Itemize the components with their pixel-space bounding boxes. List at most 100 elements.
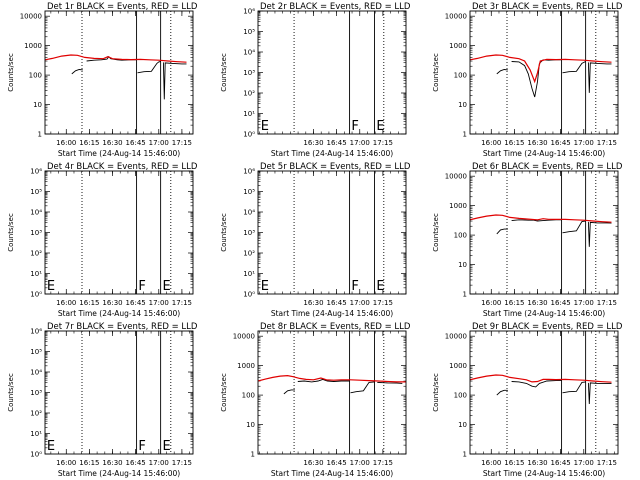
event-marker-label: E [47, 439, 55, 454]
x-tick-label: 16:45 [126, 459, 146, 467]
y-tick-label: 10¹ [243, 270, 255, 278]
y-tick-label: 10⁶ [243, 8, 255, 16]
x-tick-label: 16:15 [504, 459, 524, 467]
x-tick-label: 16:15 [79, 299, 99, 307]
black-events-line [511, 59, 562, 98]
y-tick-label: 10¹ [243, 110, 255, 118]
series-group [470, 54, 612, 98]
x-axis-label: Start Time (24-Aug-14 15:46:00) [483, 469, 605, 478]
black-events-line [496, 69, 508, 75]
x-tick-label: 16:00 [481, 139, 501, 147]
chart-title: Det 5r BLACK = Events, RED = LLD [260, 162, 411, 172]
y-tick-label: 100 [242, 392, 255, 400]
y-tick-label: 1000 [24, 42, 42, 50]
y-tick-label: 1 [463, 451, 467, 459]
event-marker-label: E [376, 119, 384, 134]
plot-frame [257, 170, 407, 295]
x-tick-label: 16:45 [327, 459, 347, 467]
black-events-line [137, 61, 161, 74]
plot-frame [44, 330, 194, 455]
y-tick-label: 10 [458, 421, 467, 429]
x-tick-label: 17:15 [373, 139, 393, 147]
plot-frame [469, 330, 619, 455]
series-group [45, 54, 187, 100]
x-tick-label: 16:45 [551, 459, 571, 467]
x-tick-label: 17:15 [597, 139, 617, 147]
x-tick-label: 16:45 [551, 299, 571, 307]
y-tick-label: 10¹ [30, 270, 42, 278]
x-tick-label: 17:15 [172, 139, 192, 147]
black-events-line [587, 62, 612, 93]
x-tick-label: 16:00 [56, 459, 76, 467]
y-tick-label: 10² [30, 250, 42, 258]
y-tick-label: 10⁰ [30, 451, 42, 459]
x-tick-label: 17:15 [597, 299, 617, 307]
y-tick-label: 10² [243, 250, 255, 258]
black-events-line [496, 389, 508, 396]
y-tick-label: 10⁵ [30, 188, 42, 196]
x-tick-label: 16:15 [79, 459, 99, 467]
y-tick-label: 10⁶ [30, 168, 42, 176]
black-events-line [562, 61, 586, 74]
x-tick-label: 17:00 [574, 139, 594, 147]
y-tick-label: 10 [458, 101, 467, 109]
x-tick-label: 16:30 [303, 299, 323, 307]
x-axis-label: Start Time (24-Aug-14 15:46:00) [58, 309, 180, 318]
black-events-line [511, 380, 562, 388]
black-events-line [587, 221, 612, 247]
series-group [258, 374, 406, 395]
x-tick-label: 16:00 [56, 139, 76, 147]
y-tick-label: 10 [458, 261, 467, 269]
y-tick-label: 10³ [30, 389, 42, 397]
x-tick-label: 17:15 [597, 459, 617, 467]
chart-title: Det 9r BLACK = Events, RED = LLD [472, 322, 623, 332]
x-axis-label: Start Time (24-Aug-14 15:46:00) [271, 469, 393, 478]
y-axis-label: Counts/sec [432, 373, 440, 412]
y-tick-label: 10⁶ [243, 168, 255, 176]
plot-frame [257, 10, 407, 135]
x-tick-label: 16:00 [481, 299, 501, 307]
x-tick-label: 16:15 [504, 139, 524, 147]
x-tick-label: 16:15 [79, 139, 99, 147]
black-events-line [283, 389, 295, 395]
chart-panel-5: Det 5r BLACK = Events, RED = LLD Counts/s… [220, 162, 411, 318]
y-axis-label: Counts/sec [220, 373, 228, 412]
black-events-line [350, 381, 375, 394]
event-marker-label: F [351, 279, 358, 294]
y-tick-label: 1 [463, 131, 467, 139]
x-tick-label: 17:00 [149, 459, 169, 467]
y-tick-label: 1000 [237, 362, 255, 370]
y-tick-label: 1 [251, 451, 255, 459]
black-events-line [562, 381, 586, 394]
x-tick-label: 17:00 [149, 299, 169, 307]
black-events-line [71, 69, 83, 75]
y-tick-label: 10⁰ [243, 291, 255, 299]
y-axis-label: Counts/sec [432, 213, 440, 252]
y-tick-label: 10000 [445, 173, 467, 181]
y-tick-label: 10⁴ [30, 209, 42, 217]
black-events-line [297, 378, 350, 383]
chart-title: Det 8r BLACK = Events, RED = LLD [260, 322, 411, 332]
chart-panel-8: Det 8r BLACK = Events, RED = LLD Counts/s… [220, 322, 411, 478]
x-axis-label: Start Time (24-Aug-14 15:46:00) [58, 469, 180, 478]
y-tick-label: 10³ [243, 229, 255, 237]
y-tick-label: 1000 [449, 202, 467, 210]
x-tick-label: 16:30 [102, 299, 122, 307]
y-tick-label: 10⁵ [243, 188, 255, 196]
y-tick-label: 10000 [445, 333, 467, 341]
y-tick-label: 10000 [233, 333, 255, 341]
x-axis-label: Start Time (24-Aug-14 15:46:00) [483, 149, 605, 158]
series-group [470, 214, 612, 247]
y-tick-label: 100 [454, 392, 467, 400]
x-tick-label: 16:30 [303, 139, 323, 147]
x-axis-label: Start Time (24-Aug-14 15:46:00) [271, 149, 393, 158]
event-marker-label: E [261, 119, 269, 134]
y-tick-label: 10⁰ [30, 291, 42, 299]
x-tick-label: 16:45 [126, 299, 146, 307]
y-tick-label: 100 [454, 232, 467, 240]
red-lld-line [470, 374, 612, 383]
plot-frame [44, 170, 194, 295]
x-tick-label: 16:45 [551, 139, 571, 147]
x-axis-label: Start Time (24-Aug-14 15:46:00) [271, 309, 393, 318]
